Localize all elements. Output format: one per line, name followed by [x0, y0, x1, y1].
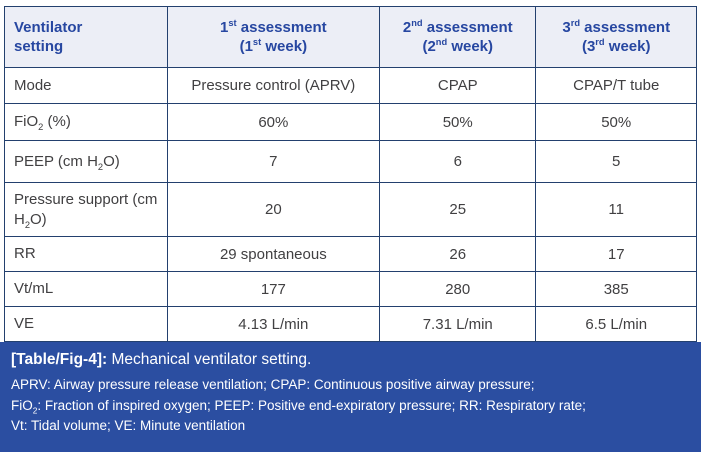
caption-band: [Table/Fig-4]: Mechanical ventilator set…	[0, 342, 701, 452]
row-label-cell: Pressure support (cm H2O)	[4, 182, 168, 237]
value-cell: 25	[379, 182, 537, 237]
table-row-pressure-support: Pressure support (cm H2O) 20 25 11	[4, 182, 697, 237]
table-row-mode: Mode Pressure control (APRV) CPAP CPAP/T…	[4, 67, 697, 104]
figure-tag: [Table/Fig-4]:	[11, 351, 108, 368]
header-ventilator-setting: Ventilator setting	[4, 6, 168, 68]
row-label-cell: Vt/mL	[4, 271, 168, 307]
value-cell: 7	[166, 140, 381, 183]
footnote-line-2: FiO2: Fraction of inspired oxygen; PEEP:…	[11, 397, 586, 416]
header-assessment-2: 2nd assessment (2nd week)	[379, 6, 537, 68]
value-cell: 7.31 L/min	[379, 306, 537, 342]
value-cell: 60%	[166, 103, 381, 141]
value-cell: 385	[535, 271, 697, 307]
value-cell: 26	[379, 236, 537, 272]
table-row-vt: Vt/mL 177 280 385	[4, 271, 697, 307]
table-area: Ventilator setting 1st assessment (1st wee…	[4, 6, 697, 342]
header-assessment-3: 3rd assessment (3rd week)	[535, 6, 697, 68]
figure-caption: [Table/Fig-4]: Mechanical ventilator set…	[11, 351, 690, 369]
header-assessment-1: 1st assessment (1st week)	[166, 6, 381, 68]
header-row: Ventilator setting 1st assessment (1st wee…	[4, 6, 697, 68]
value-cell: 50%	[379, 103, 537, 141]
value-cell: CPAP	[379, 67, 537, 104]
footnote-line-3: Vt: Tidal volume; VE: Minute ventilation	[11, 418, 246, 434]
value-cell: CPAP/T tube	[535, 67, 697, 104]
table-row-ve: VE 4.13 L/min 7.31 L/min 6.5 L/min	[4, 306, 697, 342]
row-label-cell: VE	[4, 306, 168, 342]
row-label-cell: RR	[4, 236, 168, 272]
value-cell: 11	[535, 182, 697, 237]
value-cell: 6.5 L/min	[535, 306, 697, 342]
value-cell: 4.13 L/min	[166, 306, 381, 342]
value-cell: 5	[535, 140, 697, 183]
value-cell: 29 spontaneous	[166, 236, 381, 272]
ventilator-settings-table: Ventilator setting 1st assessment (1st wee…	[4, 6, 697, 342]
row-label-cell: PEEP (cm H2O)	[4, 140, 168, 183]
table-row-fio2: FiO2 (%) 60% 50% 50%	[4, 103, 697, 141]
value-cell: 177	[166, 271, 381, 307]
table-row-rr: RR 29 spontaneous 26 17	[4, 236, 697, 272]
value-cell: 20	[166, 182, 381, 237]
value-cell: 6	[379, 140, 537, 183]
figure-title: Mechanical ventilator setting.	[111, 351, 312, 368]
row-label-cell: FiO2 (%)	[4, 103, 168, 141]
value-cell: Pressure control (APRV)	[166, 67, 381, 104]
value-cell: 17	[535, 236, 697, 272]
value-cell: 50%	[535, 103, 697, 141]
footnote-line-1: APRV: Airway pressure release ventilatio…	[11, 377, 535, 392]
row-label-cell: Mode	[4, 67, 168, 104]
value-cell: 280	[379, 271, 537, 307]
table-row-peep: PEEP (cm H2O) 7 6 5	[4, 140, 697, 183]
